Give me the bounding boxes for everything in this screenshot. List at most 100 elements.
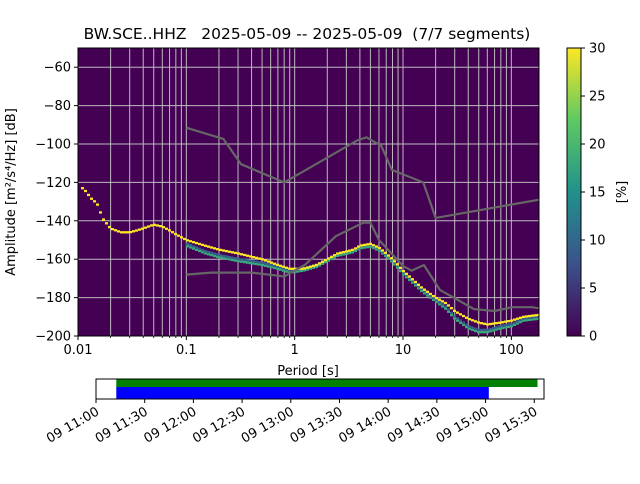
x-tick-label: 1 bbox=[291, 343, 299, 358]
x-axis-label: Period [s] bbox=[277, 364, 339, 379]
timeline-tick-label: 09 15:30 bbox=[482, 404, 540, 446]
psd-cell bbox=[324, 261, 327, 264]
psd-cell bbox=[204, 250, 207, 253]
psd-cell bbox=[438, 303, 441, 306]
psd-cell bbox=[435, 298, 438, 301]
psd-cell bbox=[360, 244, 363, 247]
psd-cell bbox=[489, 322, 492, 326]
psd-cell bbox=[210, 254, 213, 257]
psd-cell bbox=[216, 253, 219, 256]
psd-cell bbox=[231, 258, 234, 262]
psd-cell bbox=[453, 309, 456, 313]
psd-cell bbox=[270, 263, 273, 267]
psd-cell bbox=[486, 328, 489, 331]
psd-cell bbox=[513, 321, 516, 324]
psd-cell bbox=[462, 321, 465, 324]
psd-cell bbox=[345, 252, 348, 256]
psd-cell bbox=[201, 251, 204, 254]
psd-cell bbox=[534, 315, 537, 319]
colorbar-tick-label: 5 bbox=[589, 282, 597, 297]
psd-cell bbox=[339, 251, 342, 254]
psd-cell bbox=[324, 259, 327, 262]
psd-cell bbox=[378, 249, 381, 253]
psd-cell bbox=[525, 315, 528, 318]
psd-cell bbox=[414, 280, 417, 284]
psd-cell bbox=[282, 269, 285, 272]
psd-cell bbox=[207, 245, 210, 248]
psd-cell bbox=[357, 248, 360, 251]
psd-cell bbox=[261, 263, 264, 267]
psd-cell bbox=[321, 262, 324, 265]
psd-cell bbox=[528, 318, 531, 322]
psd-cell bbox=[462, 314, 465, 318]
psd-cell bbox=[381, 252, 384, 255]
colorbar-tick-label: 15 bbox=[589, 186, 606, 201]
psd-cell bbox=[96, 203, 99, 206]
psd-cell bbox=[87, 193, 90, 197]
psd-cell bbox=[279, 264, 282, 267]
psd-cell bbox=[396, 266, 399, 269]
psd-cell bbox=[429, 294, 432, 297]
psd-cell bbox=[186, 245, 189, 248]
psd-cell bbox=[411, 278, 414, 281]
psd-cell bbox=[405, 272, 408, 275]
psd-cell bbox=[528, 314, 531, 318]
psd-cell bbox=[189, 243, 192, 247]
psd-cell bbox=[393, 260, 396, 263]
psd-cell bbox=[252, 262, 255, 265]
psd-cell bbox=[531, 316, 534, 319]
psd-cell bbox=[432, 298, 435, 302]
psd-cell bbox=[399, 266, 402, 269]
psd-cell bbox=[321, 260, 324, 263]
psd-cell bbox=[300, 267, 303, 270]
timeline-bar-used bbox=[116, 387, 489, 399]
psd-cell bbox=[426, 290, 429, 293]
psd-cell bbox=[504, 320, 507, 323]
psd-cell bbox=[363, 243, 366, 247]
psd-cell bbox=[402, 270, 405, 273]
psd-cell bbox=[525, 319, 528, 322]
x-axis: 0.01 0.1 1 10 100 bbox=[64, 336, 524, 358]
y-axis: −200 −180 −160 −140 −120 −100 −80 −60 bbox=[35, 61, 78, 345]
psd-cell bbox=[258, 261, 261, 264]
psd-cell bbox=[486, 323, 489, 326]
y-tick-label: −180 bbox=[35, 291, 71, 306]
psd-cell bbox=[489, 330, 492, 333]
psd-cell bbox=[225, 257, 228, 260]
plot-background bbox=[78, 48, 539, 336]
psd-cell bbox=[240, 253, 243, 256]
psd-cell bbox=[237, 257, 240, 261]
timeline-tick-label: 09 12:00 bbox=[142, 404, 200, 446]
psd-cell bbox=[411, 281, 414, 284]
psd-cell bbox=[507, 325, 510, 329]
psd-cell bbox=[471, 319, 474, 322]
psd-cell bbox=[333, 254, 336, 257]
psd-cell bbox=[531, 318, 534, 321]
psd-cell bbox=[339, 253, 342, 257]
psd-cell bbox=[270, 266, 273, 269]
psd-cell bbox=[477, 321, 480, 324]
psd-cell bbox=[210, 251, 213, 255]
psd-cell bbox=[423, 288, 426, 291]
colorbar-axis: 0 5 10 15 20 25 30 bbox=[581, 42, 606, 345]
psd-cell bbox=[495, 326, 498, 329]
psd-cell bbox=[528, 316, 531, 319]
psd-cell bbox=[309, 265, 312, 268]
psd-cell bbox=[342, 253, 345, 256]
psd-cell bbox=[498, 325, 501, 328]
psd-cell bbox=[255, 262, 258, 266]
psd-cell bbox=[198, 249, 201, 253]
psd-cell bbox=[276, 265, 279, 268]
psd-cell bbox=[522, 319, 525, 322]
psd-cell bbox=[159, 225, 162, 228]
psd-cell bbox=[144, 226, 147, 229]
psd-cell bbox=[456, 311, 459, 314]
psd-cell bbox=[483, 322, 486, 326]
psd-cell bbox=[189, 240, 192, 243]
psd-cell bbox=[294, 267, 297, 270]
psd-cell bbox=[120, 231, 123, 234]
psd-cell bbox=[336, 252, 339, 255]
psd-cell bbox=[444, 305, 447, 308]
timeline-bar-data bbox=[116, 379, 538, 387]
